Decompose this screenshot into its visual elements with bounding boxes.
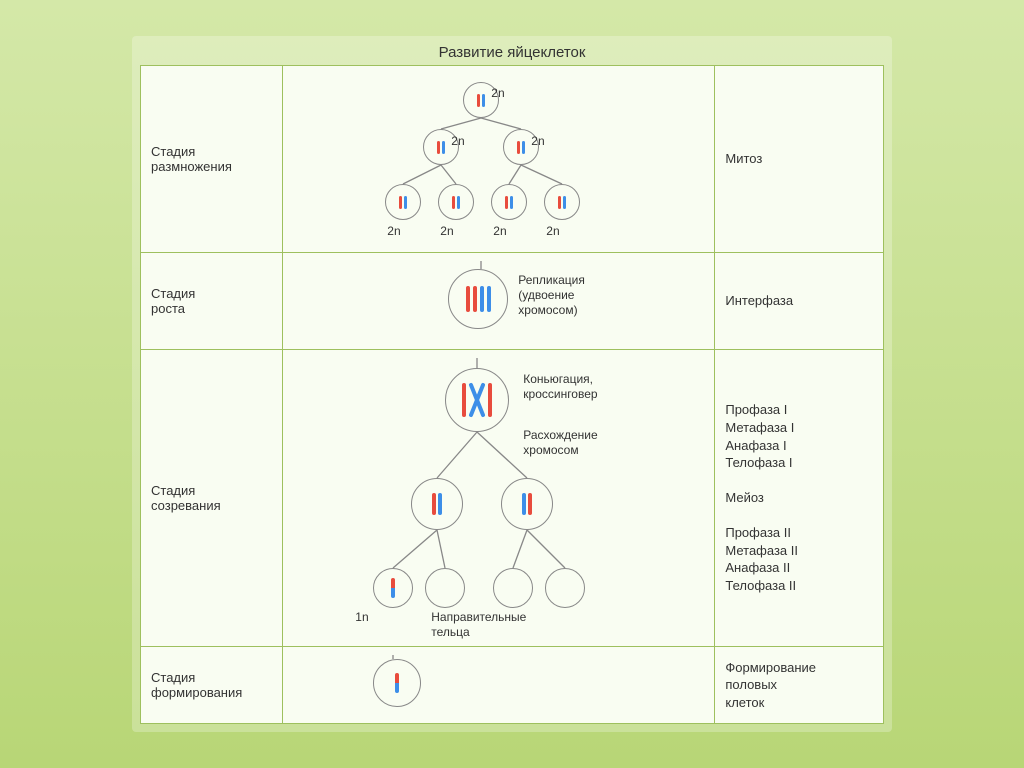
ploidy-label: 2n [387, 224, 400, 238]
cell-circle [411, 478, 463, 530]
stage-diagram: Репликация(удвоениехромосом) [283, 253, 715, 350]
cell-circle [373, 659, 421, 707]
stage-diagram: 2n 2n 2n 2n 2n 2n 2n [283, 66, 715, 253]
cell-circle [545, 568, 585, 608]
table-row: Стадияформирования Формированиеполовыхкле… [141, 647, 884, 724]
cell-circle [544, 184, 580, 220]
process-label: Интерфаза [715, 253, 884, 350]
process-label: Формированиеполовыхклеток [715, 647, 884, 724]
stages-table: Стадияразмножения2n2n2n2n2n2n2nМитозСтад… [140, 65, 884, 724]
cell-circle [438, 184, 474, 220]
table-row: Стадияразмножения 2n 2n 2n 2n 2n 2n 2n Митоз [141, 66, 884, 253]
stage-label: Стадияроста [141, 253, 283, 350]
stage-label: Стадияформирования [141, 647, 283, 724]
table-row: Стадияроста Репликация(удвоениехромосом) И… [141, 253, 884, 350]
diagram-label: Коньюгация,кроссинговер [523, 372, 597, 402]
table-row: Стадиясозревания Коньюгация,кроссинговер Р… [141, 350, 884, 647]
cell-circle [491, 184, 527, 220]
cell-circle [445, 368, 509, 432]
stage-diagram: Коньюгация,кроссинговер Расхождениехромос… [283, 350, 715, 647]
ploidy-label: 2n [451, 134, 464, 148]
cell-circle [448, 269, 508, 329]
diagram-label: Направительныетельца [431, 610, 526, 640]
process-label: Профаза IМетафаза IАнафаза IТелофаза IМе… [715, 350, 884, 647]
stage-label: Стадиясозревания [141, 350, 283, 647]
cell-circle [385, 184, 421, 220]
cell-circle [373, 568, 413, 608]
page-title: Развитие яйцеклеток [140, 44, 884, 61]
ploidy-label: 2n [493, 224, 506, 238]
ploidy-label: 2n [440, 224, 453, 238]
diagram-label: 1n [355, 610, 368, 625]
stage-label: Стадияразмножения [141, 66, 283, 253]
diagram-label: Расхождениехромосом [523, 428, 597, 458]
diagram-container: Развитие яйцеклеток Стадияразмножения2n2… [132, 36, 892, 732]
cell-circle [493, 568, 533, 608]
process-label: Митоз [715, 66, 884, 253]
ploidy-label: 2n [546, 224, 559, 238]
ploidy-label: 2n [531, 134, 544, 148]
stage-diagram [283, 647, 715, 724]
diagram-caption: Репликация(удвоениехромосом) [518, 273, 585, 318]
cell-circle [425, 568, 465, 608]
ploidy-label: 2n [491, 86, 504, 100]
cell-circle [501, 478, 553, 530]
